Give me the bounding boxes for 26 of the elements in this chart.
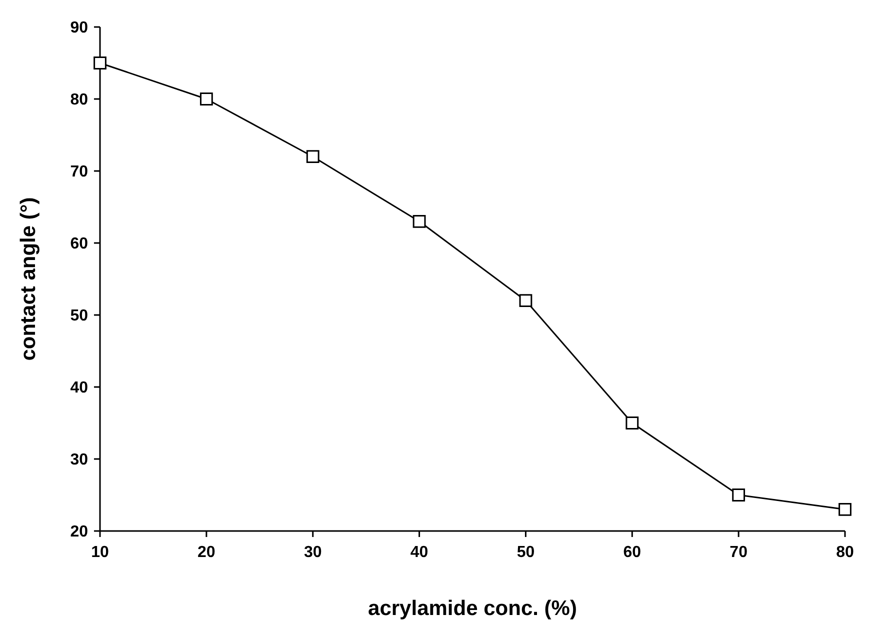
y-tick-label: 20 [70,524,88,541]
point [838,502,852,516]
point [200,92,213,106]
point [732,488,746,502]
x-tick-label: 70 [730,544,748,561]
x-tick-label: 30 [304,544,322,561]
y-tick-label: 90 [70,20,88,37]
point [519,294,532,308]
point [412,214,426,228]
point [306,150,320,164]
point [94,56,106,70]
y-tick-label: 60 [70,236,88,253]
y-axis-title: contact angle (°) [17,197,40,361]
x-tick-label: 40 [410,544,428,561]
x-tick-label: 60 [623,544,642,561]
point [626,416,639,430]
x-axis-title: acrylamide conc. (%) [368,597,577,620]
y-tick-label: 50 [70,308,88,325]
x-tick-label: 80 [836,544,854,561]
x-tick-label: 50 [516,544,535,561]
x-tick-label: 10 [91,544,109,561]
y-tick-label: 30 [70,452,88,469]
y-tick-label: 80 [70,92,88,109]
x-tick-label: 20 [198,544,216,561]
y-tick-label: 70 [70,164,88,181]
y-tick-label: 40 [70,380,88,397]
